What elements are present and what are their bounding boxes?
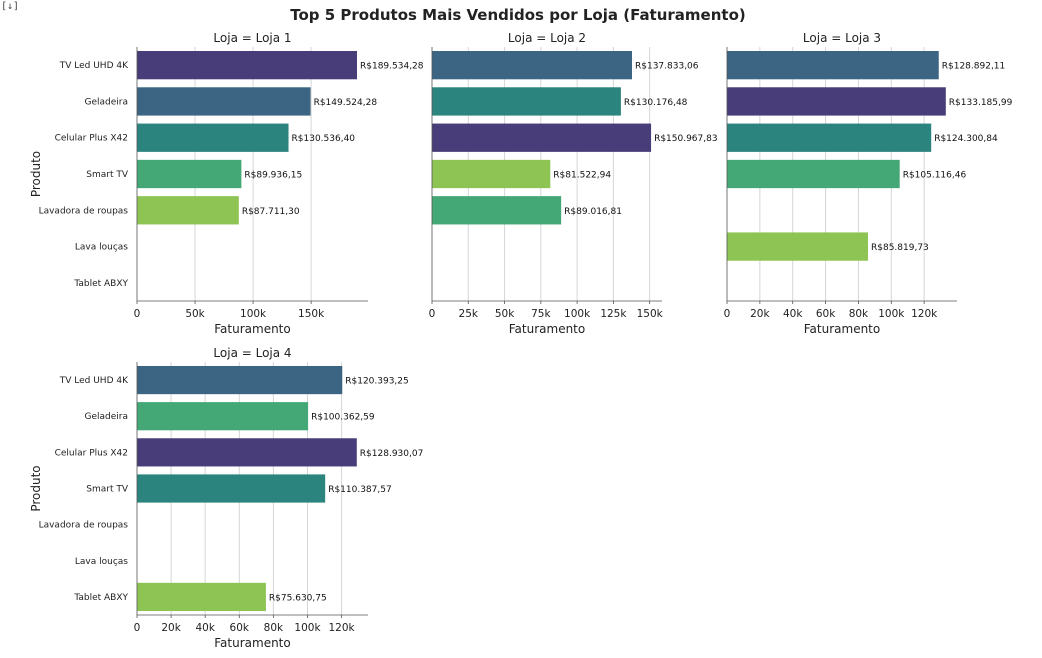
x-tick-label: 75k: [531, 308, 551, 320]
x-tick-label: 0: [134, 622, 141, 634]
bar: [432, 159, 551, 189]
data-label: R$75.630,75: [269, 593, 327, 603]
data-label: R$85.819,73: [871, 243, 929, 253]
data-label: R$128.930,07: [360, 449, 424, 459]
bar: [137, 196, 239, 225]
x-tick-label: 20k: [161, 622, 181, 634]
y-tick-label: TV Led UHD 4K: [59, 376, 129, 386]
y-tick-label: Tablet ABXY: [73, 593, 128, 603]
data-label: R$124.300,84: [934, 134, 998, 144]
panel-1: R$189.534,28 R$149.524,28 R$130.536,40 R$89…: [29, 31, 424, 336]
x-tick-label: 25k: [459, 308, 479, 320]
x-tick-label: 100k: [564, 308, 591, 320]
data-label: R$81.522,94: [553, 171, 611, 181]
data-label: R$87.711,30: [242, 207, 300, 217]
x-tick-label: 150k: [298, 308, 325, 320]
y-tick-label: Smart TV: [86, 485, 129, 495]
bar: [727, 50, 939, 80]
x-tick-label: 0: [429, 308, 436, 320]
y-tick-label: Geladeira: [85, 412, 129, 422]
bar: [727, 232, 868, 261]
bar: [137, 365, 343, 395]
x-tick-label: 100k: [240, 308, 267, 320]
x-tick-label: 80k: [849, 308, 869, 320]
y-tick-label: Lavadora de roupas: [39, 206, 129, 216]
output-toggle-icon[interactable]: [↓]: [1, 1, 20, 12]
x-tick-label: 125k: [600, 308, 627, 320]
x-tick-label: 80k: [264, 622, 284, 634]
data-label: R$105.116,46: [903, 171, 967, 181]
x-tick-label: 40k: [783, 308, 803, 320]
x-tick-label: 50k: [495, 308, 515, 320]
y-axis-label: Produto: [29, 151, 43, 197]
y-tick-label: Celular Plus X42: [55, 134, 128, 144]
chart-title: Top 5 Produtos Mais Vendidos por Loja (F…: [290, 6, 746, 24]
x-axis-label: Faturamento: [509, 322, 585, 336]
y-tick-label: Tablet ABXY: [73, 279, 128, 289]
bar: [727, 159, 900, 189]
bar: [432, 50, 633, 80]
x-tick-label: 60k: [230, 622, 250, 634]
panel-4: R$120.393,25 R$100.362,59 R$128.930,07 R$11…: [29, 346, 423, 650]
y-tick-label: TV Led UHD 4K: [59, 61, 129, 71]
y-tick-label: Lavadora de roupas: [39, 521, 129, 531]
panel-title: Loja = Loja 2: [508, 31, 586, 45]
x-tick-label: 50k: [185, 308, 205, 320]
data-label: R$89.936,15: [244, 171, 302, 181]
data-label: R$128.892,11: [942, 62, 1006, 72]
bar: [432, 123, 652, 152]
y-tick-label: Lava louças: [75, 243, 128, 253]
data-label: R$110.387,57: [328, 485, 392, 495]
y-tick-label: Smart TV: [86, 170, 129, 180]
x-tick-label: 0: [134, 308, 141, 320]
bar: [137, 159, 242, 189]
bar: [137, 123, 289, 152]
data-label: R$149.524,28: [314, 98, 378, 108]
y-axis-label: Produto: [29, 465, 43, 511]
x-tick-label: 0: [724, 308, 731, 320]
data-label: R$120.393,25: [345, 377, 409, 387]
x-tick-label: 100k: [878, 308, 905, 320]
x-tick-label: 100k: [294, 622, 321, 634]
panel-2: R$137.833,06 R$130.176,48 R$150.967,83 R$81…: [429, 31, 718, 336]
data-label: R$133.185,99: [949, 98, 1013, 108]
x-tick-label: 120k: [911, 308, 938, 320]
data-label: R$150.967,83: [654, 134, 718, 144]
x-axis-label: Faturamento: [214, 636, 290, 650]
x-tick-label: 20k: [750, 308, 770, 320]
data-label: R$189.534,28: [360, 62, 424, 72]
panel-title: Loja = Loja 4: [213, 346, 291, 360]
bar: [137, 438, 357, 467]
x-tick-label: 60k: [816, 308, 836, 320]
panel-title: Loja = Loja 1: [213, 31, 291, 45]
bar: [137, 474, 326, 503]
data-label: R$130.536,40: [292, 134, 356, 144]
x-tick-label: 120k: [329, 622, 356, 634]
data-label: R$137.833,06: [635, 62, 699, 72]
data-label: R$130.176,48: [624, 98, 688, 108]
panel-title: Loja = Loja 3: [803, 31, 881, 45]
bar: [432, 196, 562, 225]
x-axis-label: Faturamento: [214, 322, 290, 336]
x-tick-label: 150k: [637, 308, 664, 320]
bar: [727, 123, 932, 152]
x-tick-label: 40k: [195, 622, 215, 634]
bar: [137, 402, 309, 431]
data-label: R$89.016,81: [564, 207, 622, 217]
bar: [432, 87, 621, 116]
y-tick-label: Geladeira: [85, 97, 129, 107]
x-axis-label: Faturamento: [804, 322, 880, 336]
bar: [137, 50, 358, 80]
y-tick-label: Lava louças: [75, 557, 128, 567]
bar: [137, 87, 311, 116]
chart-panels: R$189.534,28 R$149.524,28 R$130.536,40 R$89…: [29, 31, 1013, 650]
bar: [137, 582, 266, 612]
bar: [727, 87, 946, 116]
data-label: R$100.362,59: [311, 413, 375, 423]
y-tick-label: Celular Plus X42: [55, 448, 128, 458]
panel-3: R$128.892,11 R$133.185,99 R$124.300,84 R$10…: [724, 31, 1013, 336]
